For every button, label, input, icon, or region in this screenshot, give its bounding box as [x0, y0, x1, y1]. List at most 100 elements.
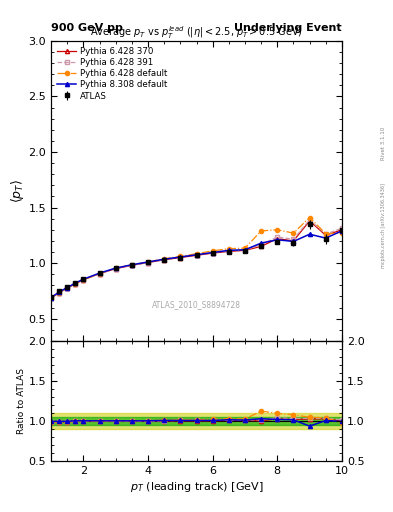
Pythia 6.428 default [97, 270, 102, 276]
Pythia 8.308 default [130, 262, 134, 268]
Pythia 6.428 391 [113, 266, 118, 272]
Pythia 6.428 default [73, 281, 78, 287]
Pythia 6.428 370 [130, 262, 134, 268]
Pythia 6.428 391 [307, 217, 312, 223]
Pythia 6.428 default [130, 262, 134, 268]
Pythia 8.308 default [97, 270, 102, 276]
Line: Pythia 6.428 default: Pythia 6.428 default [49, 216, 344, 300]
Pythia 6.428 391 [178, 254, 183, 260]
Pythia 6.428 370 [291, 238, 296, 244]
Pythia 8.308 default [194, 252, 199, 258]
X-axis label: $p_T$ (leading track) [GeV]: $p_T$ (leading track) [GeV] [130, 480, 263, 494]
Pythia 6.428 370 [259, 243, 263, 249]
Pythia 6.428 391 [49, 295, 53, 301]
Pythia 6.428 370 [340, 227, 344, 233]
Text: Underlying Event: Underlying Event [234, 23, 342, 33]
Pythia 6.428 default [162, 255, 167, 262]
Bar [51, 413, 342, 429]
Pythia 6.428 default [307, 215, 312, 221]
Pythia 6.428 default [242, 245, 247, 251]
Pythia 6.428 391 [291, 236, 296, 242]
Pythia 6.428 370 [49, 295, 53, 301]
Pythia 8.308 default [57, 289, 62, 295]
Pythia 6.428 default [146, 259, 151, 265]
Pythia 8.308 default [226, 247, 231, 253]
Line: Pythia 8.308 default: Pythia 8.308 default [49, 229, 344, 300]
Line: Pythia 6.428 391: Pythia 6.428 391 [49, 218, 344, 300]
Pythia 6.428 391 [340, 225, 344, 231]
Pythia 6.428 391 [65, 285, 70, 291]
Text: ATLAS_2010_S8894728: ATLAS_2010_S8894728 [152, 301, 241, 309]
Pythia 6.428 391 [242, 247, 247, 253]
Pythia 6.428 391 [146, 260, 151, 266]
Pythia 8.308 default [73, 280, 78, 286]
Pythia 6.428 default [323, 230, 328, 237]
Pythia 6.428 391 [162, 257, 167, 263]
Pythia 6.428 370 [226, 248, 231, 254]
Pythia 8.308 default [49, 294, 53, 301]
Pythia 6.428 370 [194, 252, 199, 259]
Pythia 6.428 391 [97, 270, 102, 276]
Pythia 6.428 370 [162, 257, 167, 263]
Pythia 6.428 default [259, 228, 263, 234]
Pythia 6.428 370 [81, 276, 86, 283]
Pythia 6.428 391 [73, 281, 78, 287]
Pythia 6.428 391 [210, 249, 215, 255]
Pythia 8.308 default [178, 254, 183, 260]
Text: mcplots.cern.ch [arXiv:1306.3436]: mcplots.cern.ch [arXiv:1306.3436] [381, 183, 386, 268]
Pythia 6.428 default [194, 250, 199, 257]
Y-axis label: $\langle p_T \rangle$: $\langle p_T \rangle$ [9, 179, 26, 203]
Pythia 6.428 370 [275, 236, 280, 242]
Pythia 6.428 391 [226, 248, 231, 254]
Pythia 6.428 default [226, 246, 231, 252]
Pythia 6.428 370 [65, 285, 70, 291]
Title: Average $p_T$ vs $p_T^{lead}$ ($|\eta| < 2.5$, $p_T > 0.5$ GeV): Average $p_T$ vs $p_T^{lead}$ ($|\eta| <… [90, 24, 303, 41]
Line: Pythia 6.428 370: Pythia 6.428 370 [49, 219, 344, 300]
Pythia 8.308 default [259, 240, 263, 246]
Pythia 6.428 default [291, 230, 296, 236]
Pythia 8.308 default [146, 259, 151, 265]
Pythia 6.428 391 [323, 231, 328, 237]
Pythia 6.428 default [275, 227, 280, 233]
Pythia 6.428 370 [242, 247, 247, 253]
Pythia 6.428 370 [307, 218, 312, 224]
Pythia 6.428 default [49, 295, 53, 301]
Text: Rivet 3.1.10: Rivet 3.1.10 [381, 127, 386, 160]
Y-axis label: Ratio to ATLAS: Ratio to ATLAS [17, 368, 26, 434]
Pythia 6.428 370 [113, 266, 118, 272]
Pythia 8.308 default [162, 256, 167, 262]
Pythia 8.308 default [113, 265, 118, 271]
Pythia 6.428 370 [210, 250, 215, 256]
Pythia 6.428 391 [130, 262, 134, 268]
Pythia 6.428 default [65, 285, 70, 291]
Pythia 6.428 391 [57, 289, 62, 295]
Pythia 8.308 default [291, 239, 296, 245]
Pythia 8.308 default [242, 247, 247, 253]
Pythia 8.308 default [323, 235, 328, 241]
Text: 900 GeV pp: 900 GeV pp [51, 23, 123, 33]
Pythia 6.428 default [57, 289, 62, 295]
Pythia 8.308 default [307, 231, 312, 237]
Pythia 6.428 370 [57, 289, 62, 295]
Pythia 6.428 370 [73, 281, 78, 287]
Legend: Pythia 6.428 370, Pythia 6.428 391, Pythia 6.428 default, Pythia 8.308 default, : Pythia 6.428 370, Pythia 6.428 391, Pyth… [55, 45, 169, 103]
Pythia 6.428 default [178, 253, 183, 260]
Pythia 6.428 370 [97, 270, 102, 276]
Pythia 6.428 370 [146, 260, 151, 266]
Pythia 8.308 default [65, 285, 70, 291]
Pythia 6.428 default [81, 276, 86, 283]
Pythia 6.428 391 [81, 276, 86, 283]
Bar [51, 417, 342, 425]
Pythia 6.428 370 [323, 232, 328, 239]
Pythia 8.308 default [275, 237, 280, 243]
Pythia 6.428 default [340, 230, 344, 236]
Pythia 6.428 370 [178, 254, 183, 261]
Pythia 8.308 default [81, 276, 86, 282]
Pythia 8.308 default [210, 249, 215, 255]
Pythia 6.428 391 [194, 252, 199, 258]
Pythia 6.428 391 [259, 242, 263, 248]
Pythia 6.428 default [210, 248, 215, 254]
Pythia 6.428 default [113, 265, 118, 271]
Pythia 8.308 default [340, 228, 344, 234]
Pythia 6.428 391 [275, 234, 280, 240]
